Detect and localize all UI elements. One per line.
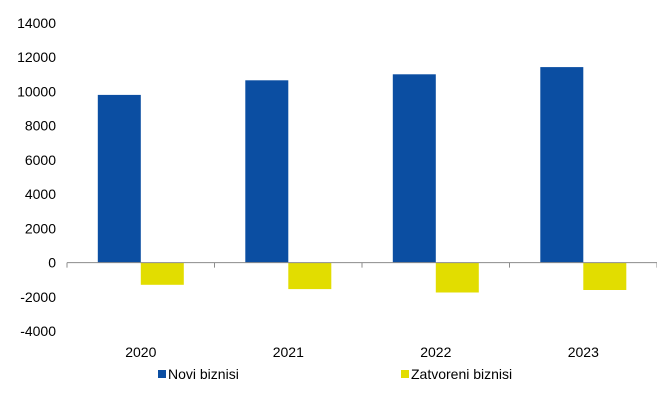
y-tick-label: -2000 (20, 289, 56, 305)
bar-novi-biznisi-2020 (97, 94, 141, 263)
y-tick-label: 8000 (25, 118, 56, 134)
bar-zatvoreni-biznisi-2023 (583, 262, 627, 290)
bar-zatvoreni-biznisi-2022 (435, 262, 479, 293)
bar-zatvoreni-biznisi-2020 (140, 262, 184, 285)
x-tick-label-2022: 2022 (420, 344, 451, 360)
y-tick-label: -4000 (20, 323, 56, 339)
legend-item-zatvoreni-biznisi: Zatvoreni biznisi (401, 366, 512, 382)
bar-novi-biznisi-2022 (392, 74, 436, 263)
bar-novi-biznisi-2023 (540, 67, 584, 263)
y-tick-label: 0 (48, 255, 56, 271)
legend-label-novi-biznisi: Novi biznisi (168, 366, 239, 382)
x-tick-label-2023: 2023 (568, 344, 599, 360)
x-tick-label-2020: 2020 (125, 344, 156, 360)
y-axis-tick-labels: 14000 12000 10000 8000 6000 4000 2000 0 -2000 -40… (17, 15, 56, 339)
y-tick-label: 12000 (17, 49, 56, 65)
legend: Novi biznisi Zatvoreni biznisi (0, 366, 657, 386)
legend-swatch-novi-biznisi (158, 370, 166, 378)
legend-swatch-zatvoreni-biznisi (401, 370, 409, 378)
bar-novi-biznisi-2021 (245, 80, 289, 263)
x-axis-tick-labels: 2020 2021 2022 2023 (125, 344, 599, 360)
x-tick-label-2021: 2021 (273, 344, 304, 360)
legend-label-zatvoreni-biznisi: Zatvoreni biznisi (411, 366, 513, 382)
y-tick-label: 2000 (25, 220, 56, 236)
y-tick-label: 14000 (17, 15, 56, 31)
bars (97, 67, 627, 293)
y-tick-label: 10000 (17, 83, 56, 99)
y-tick-label: 6000 (25, 152, 56, 168)
x-axis (66, 262, 657, 268)
legend-item-novi-biznisi: Novi biznisi (158, 366, 239, 382)
bar-zatvoreni-biznisi-2021 (288, 262, 332, 290)
y-tick-label: 4000 (25, 186, 56, 202)
